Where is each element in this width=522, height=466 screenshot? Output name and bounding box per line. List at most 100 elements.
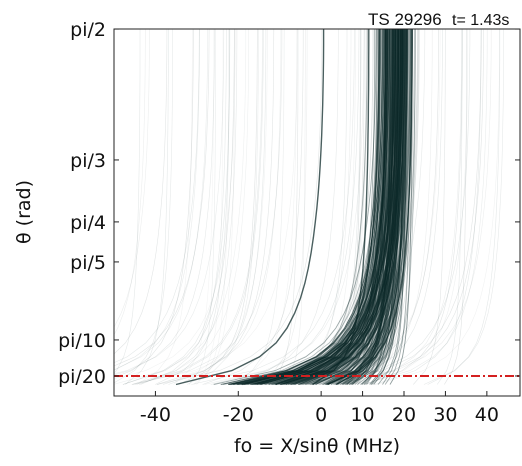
x-axis-label: fo = X/sinθ (MHz) [234,435,400,457]
intensity-trace [228,29,385,385]
intensity-trace [132,29,298,385]
intensity-trace [279,29,407,385]
intensity-trace [291,29,387,385]
intensity-trace [326,29,403,385]
x-tick-label: -40 [140,404,171,426]
intensity-trace [204,29,365,385]
intensity-trace [250,29,407,385]
intensity-trace [282,29,400,385]
intensity-trace [298,29,400,385]
intensity-trace [240,29,390,385]
intensity-trace [362,29,396,385]
intensity-trace [335,29,399,385]
y-axis-label: θ (rad) [13,180,35,244]
intensity-trace [327,29,408,385]
intensity-trace [327,29,390,385]
intensity-trace [254,29,308,385]
intensity-trace [131,29,263,385]
intensity-trace [225,29,339,385]
intensity-trace [231,29,393,385]
intensity-trace [156,29,282,385]
intensity-trace [228,29,384,385]
intensity-trace [257,29,408,385]
intensity-trace [320,29,401,385]
intensity-trace [335,29,378,385]
intensity-trace [345,29,406,385]
intensity-trace [329,29,443,385]
intensity-trace [327,29,409,385]
intensity-trace [228,29,385,385]
intensity-trace [331,29,397,385]
intensity-trace [232,29,285,385]
intensity-trace [237,29,396,385]
intensity-trace [213,29,377,385]
intensity-trace [289,29,395,385]
intensity-trace [188,29,216,385]
intensity-trace [354,29,391,385]
intensity-trace [251,29,419,385]
intensity-trace [220,29,392,385]
intensity-trace [245,29,374,385]
intensity-trace [136,29,193,385]
intensity-trace [114,29,150,328]
y-tick-label: pi/3 [70,150,106,172]
intensity-trace [344,29,386,385]
intensity-trace [191,29,355,385]
y-tick-label: pi/20 [58,366,106,388]
intensity-trace [114,29,236,380]
intensity-trace [286,29,395,385]
intensity-trace [268,29,403,385]
intensity-trace [327,29,402,385]
intensity-trace [260,29,403,385]
intensity-trace [271,29,395,385]
intensity-trace [276,29,389,385]
intensity-trace [349,29,392,385]
shot-number-label: TS 29296 [368,10,442,29]
intensity-trace [202,29,304,385]
intensity-trace [114,29,208,371]
intensity-trace [325,29,386,385]
intensity-trace [315,29,387,385]
intensity-trace [333,29,396,385]
intensity-trace [261,29,390,385]
intensity-trace [196,29,229,385]
intensity-trace [114,29,168,355]
intensity-trace [250,29,404,385]
intensity-trace [265,29,403,385]
intensity-trace [125,29,169,385]
intensity-trace [283,29,306,385]
intensity-trace [280,29,400,385]
intensity-trace [244,29,411,385]
intensity-trace [413,29,446,385]
intensity-trace [322,29,408,385]
intensity-trace [313,29,402,385]
intensity-trace [297,29,388,385]
intensity-trace [324,29,384,385]
intensity-trace [352,29,388,385]
intensity-trace [270,29,400,385]
intensity-trace [312,29,370,386]
intensity-trace [138,29,238,385]
y-tick-label: pi/2 [70,19,106,41]
intensity-trace [360,29,407,385]
intensity-trace [259,29,426,385]
intensity-trace [300,29,411,385]
intensity-trace [281,29,393,385]
intensity-trace [264,29,352,385]
intensity-trace [241,29,388,385]
intensity-trace [114,29,141,374]
y-tick-label: pi/10 [58,330,106,352]
intensity-trace [352,29,462,385]
intensity-trace [294,29,386,385]
intensity-trace [114,29,200,364]
intensity-trace [306,29,399,385]
intensity-trace [275,29,380,386]
intensity-trace [114,29,215,376]
intensity-trace [226,29,298,385]
y-tick-label: pi/5 [70,252,106,274]
intensity-trace [257,29,368,385]
intensity-trace [264,29,402,385]
intensity-trace [290,29,410,385]
intensity-trace [337,29,433,385]
intensity-trace [275,29,404,385]
